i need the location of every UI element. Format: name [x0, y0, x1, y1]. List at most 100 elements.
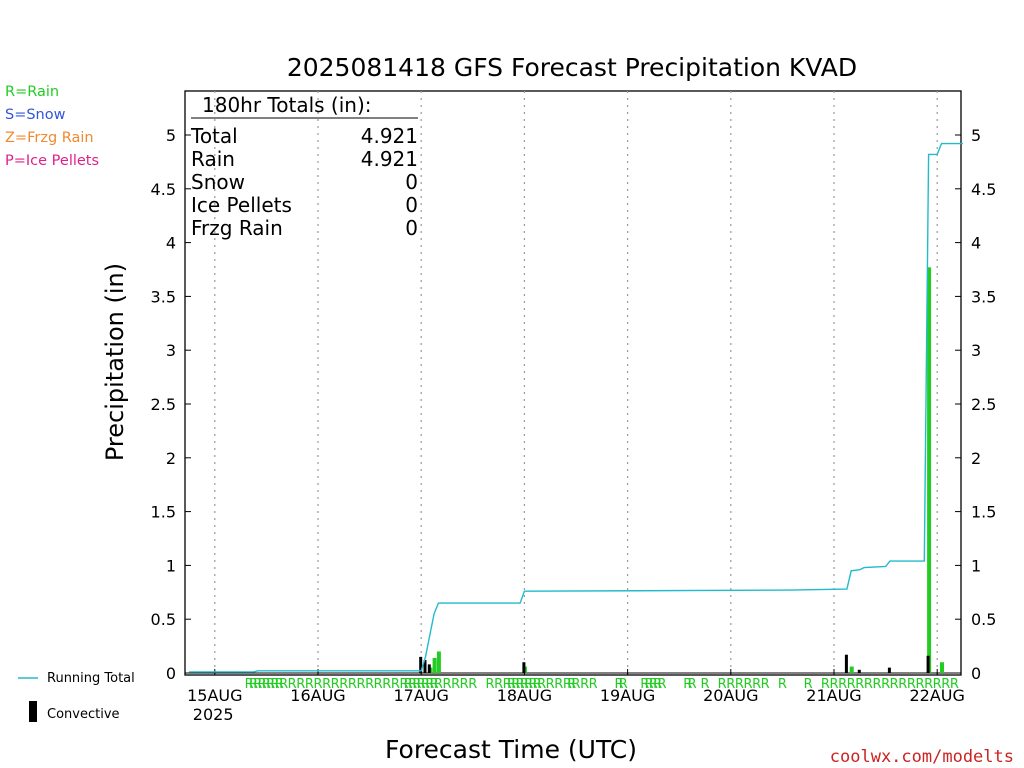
- precip-type-legend-item: R=Rain: [5, 84, 59, 100]
- y-tick-label-right: 5: [971, 126, 981, 145]
- precip-type-mark: R: [804, 677, 813, 692]
- precip-type-mark: R: [460, 677, 469, 692]
- precip-type-mark: R: [829, 677, 838, 692]
- y-tick-label-left: 2.5: [151, 395, 176, 414]
- x-axis-title: Forecast Time (UTC): [385, 735, 637, 764]
- precip-type-mark: R: [847, 677, 856, 692]
- y-tick-label-right: 1.5: [971, 503, 996, 522]
- rain-bar: [940, 662, 944, 673]
- precip-type-mark: R: [275, 677, 284, 692]
- precip-type-mark: R: [778, 677, 787, 692]
- x-tick-label: 18AUG: [497, 686, 552, 705]
- vertical-grid-lines: [214, 91, 938, 675]
- precip-type-mark: R: [898, 677, 907, 692]
- x-tick-label: 15AUG: [187, 686, 242, 705]
- rain-bar: [849, 666, 854, 673]
- precip-type-mark: R: [864, 677, 873, 692]
- precip-type-mark: R: [258, 677, 267, 692]
- y-tick-label-right: 4.5: [971, 180, 996, 199]
- precip-type-legend-item: Z=Frzg Rain: [5, 130, 94, 146]
- precip-type-mark: R: [382, 677, 391, 692]
- y-tick-label-right: 0.5: [971, 610, 996, 629]
- convective-bar: [427, 664, 431, 673]
- precip-type-mark: R: [399, 677, 408, 692]
- x-tick-label: 19AUG: [600, 686, 655, 705]
- precip-type-mark: R: [451, 677, 460, 692]
- y-tick-label-left: 0.5: [151, 610, 176, 629]
- y-axis-left: 0 0.5 1 1.5 2 2.5 3 3.5 4 4.5 5: [151, 126, 191, 683]
- convective-bar: [419, 656, 423, 673]
- x-tick-label: 16AUG: [290, 686, 345, 705]
- totals-label: Total: [190, 124, 238, 148]
- precip-type-mark: R: [640, 677, 649, 692]
- rain-bar: [927, 267, 932, 673]
- y-tick-label-left: 0: [166, 664, 176, 683]
- precip-type-mark: R: [890, 677, 899, 692]
- precip-type-mark: R: [249, 677, 258, 692]
- precip-type-mark: R: [718, 677, 727, 692]
- totals-value: 0: [405, 170, 418, 194]
- precip-type-mark: R: [485, 677, 494, 692]
- precip-type-mark: R: [262, 677, 271, 692]
- precip-type-mark: R: [688, 677, 697, 692]
- totals-label: Snow: [191, 170, 245, 194]
- precip-type-mark: R: [391, 677, 400, 692]
- y-tick-label-right: 3: [971, 341, 981, 360]
- precip-type-mark: R: [881, 677, 890, 692]
- precip-type-mark: R: [761, 677, 770, 692]
- precip-type-mark: R: [494, 677, 503, 692]
- precip-type-mark: R: [524, 677, 533, 692]
- totals-box: 180hr Totals (in): Total 4.921 Rain 4.921 Sn…: [190, 93, 418, 240]
- precip-type-mark: R: [533, 677, 542, 692]
- precip-type-mark: R: [700, 677, 709, 692]
- totals-value: 0: [405, 193, 418, 217]
- running-total-line: [189, 142, 963, 673]
- rain-bar: [436, 651, 441, 673]
- precip-type-mark: R: [571, 677, 580, 692]
- precip-type-mark: R: [365, 677, 374, 692]
- precip-type-mark: R: [580, 677, 589, 692]
- rain-bars: [428, 267, 944, 673]
- x-tick-label: 21AUG: [806, 686, 861, 705]
- precip-type-mark: R: [356, 677, 365, 692]
- precip-type-mark: R: [408, 677, 417, 692]
- precip-type-mark: R: [653, 677, 662, 692]
- precip-type-mark: R: [425, 677, 434, 692]
- precip-type-mark: R: [752, 677, 761, 692]
- precip-type-mark: R: [507, 677, 516, 692]
- precip-type-mark: R: [645, 677, 654, 692]
- precip-type-mark: R: [511, 677, 520, 692]
- precip-type-mark: R: [270, 677, 279, 692]
- precip-type-mark: R: [915, 677, 924, 692]
- y-tick-label-right: 4: [971, 234, 981, 253]
- precip-type-mark: R: [404, 677, 413, 692]
- precip-type-mark: R: [434, 677, 443, 692]
- precip-type-mark: R: [520, 677, 529, 692]
- y-axis-right: 0 0.5 1 1.5 2 2.5 3 3.5 4 4.5 5: [955, 126, 996, 683]
- y-tick-label-left: 4.5: [151, 180, 176, 199]
- convective-bar: [423, 660, 427, 673]
- totals-value: 0: [405, 216, 418, 240]
- precip-type-mark: R: [442, 677, 451, 692]
- precip-type-mark: R: [546, 677, 555, 692]
- precip-type-mark: R: [838, 677, 847, 692]
- precip-type-mark: R: [279, 677, 288, 692]
- rain-bar: [432, 657, 437, 673]
- convective-bar: [887, 667, 891, 673]
- precip-type-mark: R: [253, 677, 262, 692]
- convective-bar: [522, 662, 526, 673]
- precip-type-mark: R: [331, 677, 340, 692]
- totals-label: Ice Pellets: [191, 193, 292, 217]
- precip-type-mark: R: [657, 677, 666, 692]
- precip-type-mark: R: [941, 677, 950, 692]
- precip-type-mark: R: [726, 677, 735, 692]
- precip-type-mark: R: [322, 677, 331, 692]
- plot-frame: [184, 90, 962, 676]
- precip-type-mark: R: [417, 677, 426, 692]
- y-tick-label-right: 2.5: [971, 395, 996, 414]
- precip-type-mark: R: [296, 677, 305, 692]
- precip-type-mark: R: [430, 677, 439, 692]
